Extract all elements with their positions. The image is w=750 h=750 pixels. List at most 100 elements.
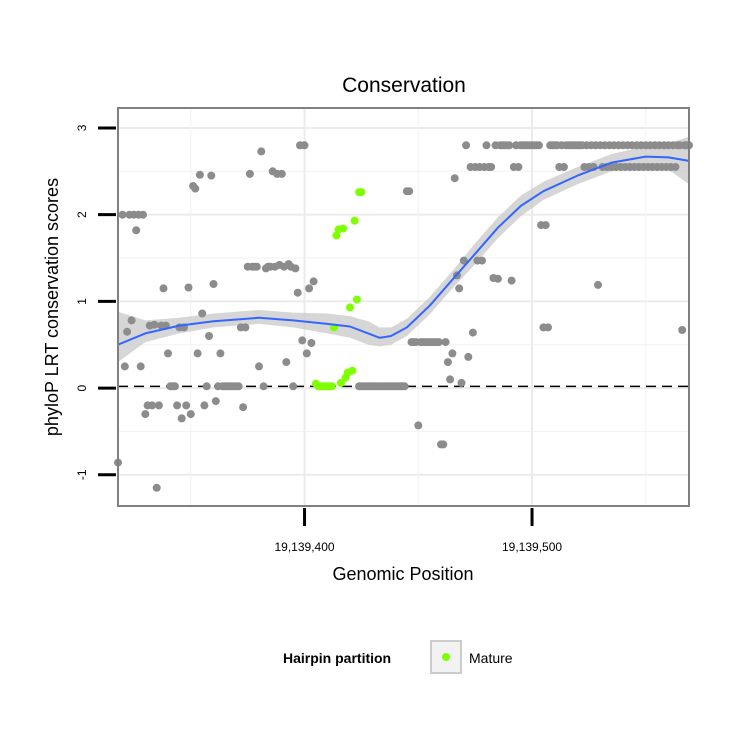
point-other	[487, 163, 496, 171]
smooth-line	[117, 155, 690, 346]
point-other	[289, 382, 298, 391]
point-other	[209, 280, 218, 288]
point-other	[184, 283, 193, 292]
y-axis-label: phyloP LRT conservation scores	[42, 178, 62, 436]
point-other	[191, 184, 200, 193]
point-other	[120, 362, 129, 371]
point-other	[282, 358, 291, 367]
point-other	[541, 221, 550, 230]
point-other	[148, 401, 157, 410]
point-other	[450, 174, 459, 183]
point-other	[118, 210, 127, 219]
point-other	[164, 349, 172, 358]
point-other	[186, 410, 195, 419]
point-other	[544, 323, 552, 332]
point-other	[302, 349, 311, 358]
point-other	[123, 327, 132, 336]
point-mature	[336, 378, 345, 387]
point-other	[462, 141, 471, 150]
x-axis: 19,139,400 19,139,500	[275, 508, 562, 554]
legend: Hairpin partition Mature	[283, 640, 513, 674]
smooth-line-layer	[117, 155, 690, 346]
x-axis-label: Genomic Position	[332, 564, 473, 584]
point-other	[307, 339, 316, 347]
plot-panel-border	[117, 107, 690, 507]
legend-title: Hairpin partition	[283, 650, 391, 666]
point-other	[259, 382, 268, 391]
legend-key-mature-dot	[442, 653, 450, 661]
point-other	[198, 309, 207, 318]
point-other	[239, 403, 248, 412]
chart-title: Conservation	[342, 74, 466, 97]
point-other	[127, 316, 136, 325]
point-other	[446, 375, 455, 384]
point-other	[200, 401, 209, 410]
point-other	[678, 326, 687, 334]
point-other	[298, 336, 307, 345]
point-mature	[327, 382, 336, 391]
point-other	[459, 256, 468, 265]
y-tick-label: 0	[75, 384, 89, 391]
point-other	[216, 349, 225, 358]
point-other	[493, 274, 502, 283]
point-other	[434, 338, 443, 347]
point-mature	[350, 216, 359, 225]
point-other	[448, 349, 457, 358]
point-other	[309, 277, 318, 286]
y-tick-label: 2	[75, 211, 89, 218]
point-other	[291, 264, 300, 273]
point-other	[139, 210, 147, 219]
point-other	[150, 320, 159, 329]
confidence-band	[118, 136, 689, 363]
point-other	[252, 262, 261, 271]
point-other	[152, 483, 161, 492]
point-mature	[332, 231, 341, 240]
point-other	[405, 187, 414, 196]
point-other	[414, 421, 423, 430]
point-other	[193, 349, 202, 358]
legend-label-mature: Mature	[469, 650, 513, 666]
point-other	[205, 332, 213, 340]
point-other	[305, 284, 314, 293]
point-other	[293, 288, 302, 297]
point-other	[207, 171, 216, 180]
point-mature	[352, 295, 361, 304]
point-mature	[357, 188, 366, 197]
point-other	[300, 141, 309, 150]
point-other	[141, 410, 150, 419]
point-other	[136, 362, 145, 371]
point-other	[245, 169, 254, 178]
point-other	[211, 397, 220, 406]
points-layer	[114, 141, 693, 492]
point-other	[132, 226, 141, 235]
point-other	[443, 358, 452, 367]
point-other	[507, 276, 516, 285]
point-other	[514, 163, 523, 171]
x-tick-label: 19,139,400	[275, 540, 335, 554]
point-other	[594, 280, 602, 289]
point-other	[478, 256, 486, 265]
point-other	[234, 382, 243, 391]
point-other	[400, 382, 409, 391]
y-tick-label: -1	[75, 469, 89, 480]
point-other	[241, 323, 250, 332]
point-other	[671, 163, 680, 171]
point-other	[455, 284, 464, 293]
point-other	[441, 338, 450, 347]
point-mature	[346, 303, 354, 312]
point-other	[482, 141, 491, 150]
point-other	[159, 284, 168, 293]
point-mature	[348, 366, 357, 375]
point-other	[202, 382, 211, 391]
point-other	[559, 163, 568, 171]
x-tick-label: 19,139,500	[502, 540, 562, 554]
point-other	[182, 401, 191, 410]
point-other	[468, 328, 477, 337]
point-other	[464, 352, 473, 361]
point-other	[154, 401, 163, 410]
point-other	[457, 378, 466, 387]
confidence-band-layer	[118, 136, 689, 363]
point-other	[505, 141, 514, 150]
y-tick-label: 1	[75, 298, 89, 305]
